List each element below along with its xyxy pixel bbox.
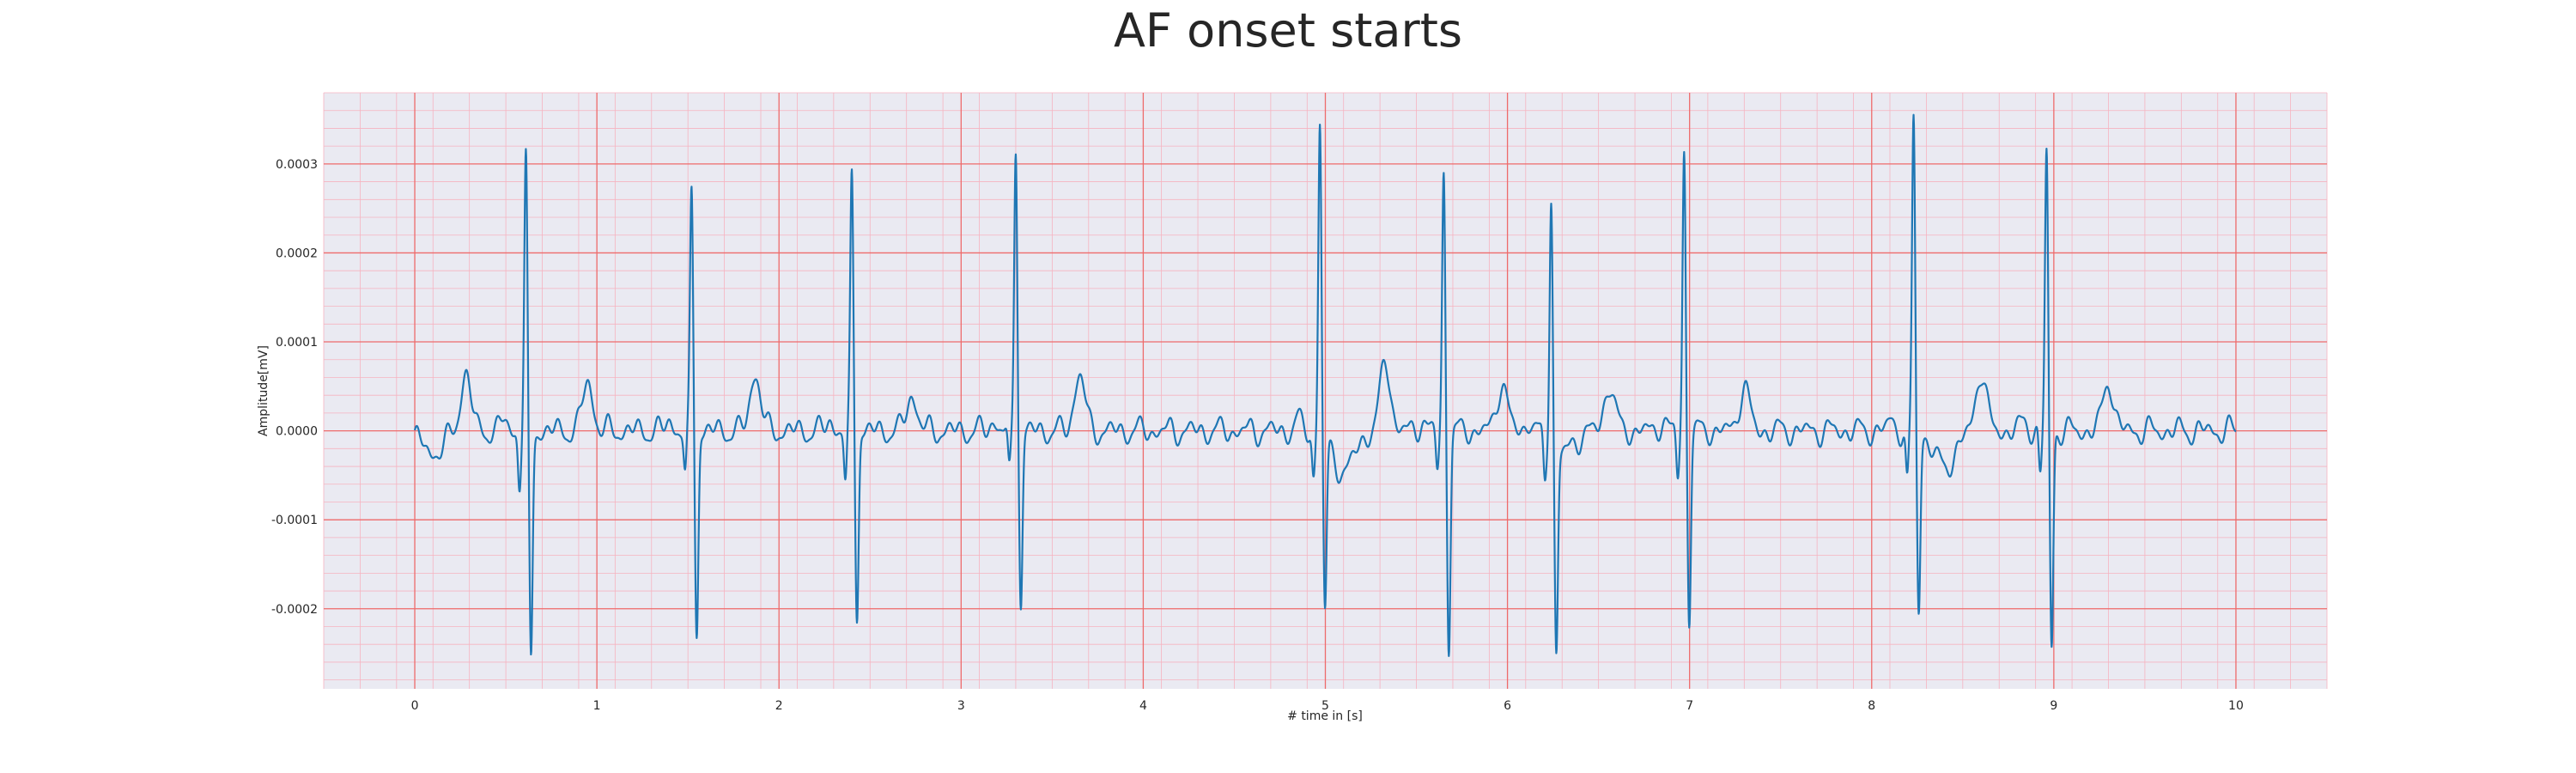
ecg-series-line	[413, 113, 2237, 657]
y-axis-ticks: -0.0002 -0.0001 0.0000 0.0001 0.0002 0.0003	[271, 158, 318, 617]
x-tick-label: 10	[2228, 699, 2244, 713]
x-tick-label: 2	[775, 699, 783, 713]
y-tick-label: 0.0003	[276, 158, 318, 172]
x-axis-label: # time in [s]	[1287, 709, 1363, 723]
x-tick-label: 5	[1321, 699, 1329, 713]
x-axis-ticks: 0 1 2 3 4 5 6 7 8 9 10	[411, 699, 2244, 713]
x-tick-label: 3	[957, 699, 965, 713]
y-tick-label: -0.0001	[271, 514, 318, 527]
y-tick-label: 0.0001	[276, 336, 318, 350]
x-tick-label: 7	[1686, 699, 1693, 713]
x-tick-label: 6	[1504, 699, 1511, 713]
x-tick-label: 0	[411, 699, 419, 713]
chart-title: AF onset starts	[1114, 3, 1462, 58]
y-tick-label: 0.0000	[276, 425, 318, 439]
y-tick-label: 0.0002	[276, 247, 318, 260]
y-tick-label: -0.0002	[271, 603, 318, 617]
x-tick-label: 1	[593, 699, 601, 713]
y-axis-label: Amplitude[mV]	[257, 345, 270, 436]
x-tick-label: 4	[1139, 699, 1147, 713]
x-tick-label: 9	[2050, 699, 2057, 713]
x-tick-label: 8	[1868, 699, 1875, 713]
